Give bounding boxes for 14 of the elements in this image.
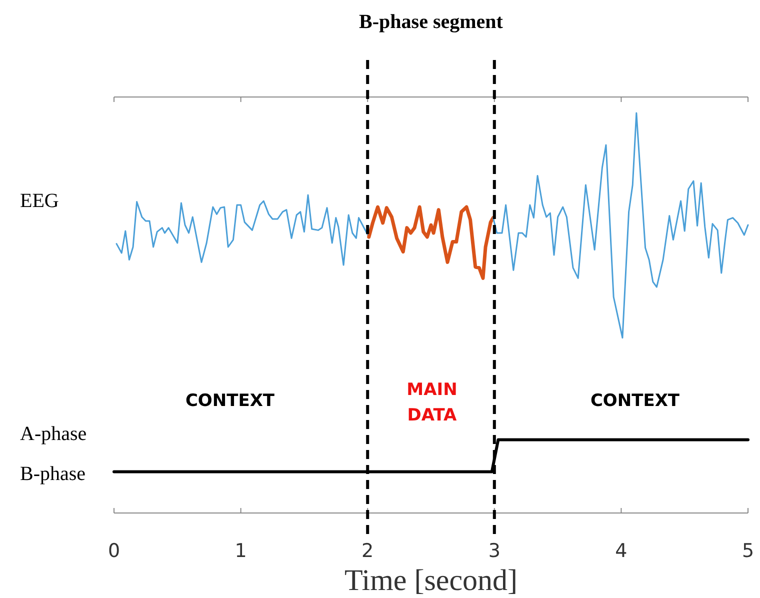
text: A-phase [20, 423, 87, 445]
x-tick-label: 1 [234, 540, 247, 562]
x-tick-label: 4 [615, 540, 628, 562]
text: EEG [20, 190, 59, 212]
chart-title: B-phase segment [359, 11, 504, 33]
x-tick-label: 0 [108, 540, 120, 562]
x-tick-label: 2 [362, 540, 374, 562]
annotation: CONTEXT [185, 390, 275, 411]
annotation: CONTEXT [590, 390, 680, 411]
text: B-phase [20, 463, 86, 485]
x-axis-title: Time [second] [344, 564, 518, 597]
annotation: MAIN DATA [406, 380, 458, 426]
x-tick-label: 3 [488, 540, 500, 562]
x-tick-label: 5 [742, 540, 754, 562]
